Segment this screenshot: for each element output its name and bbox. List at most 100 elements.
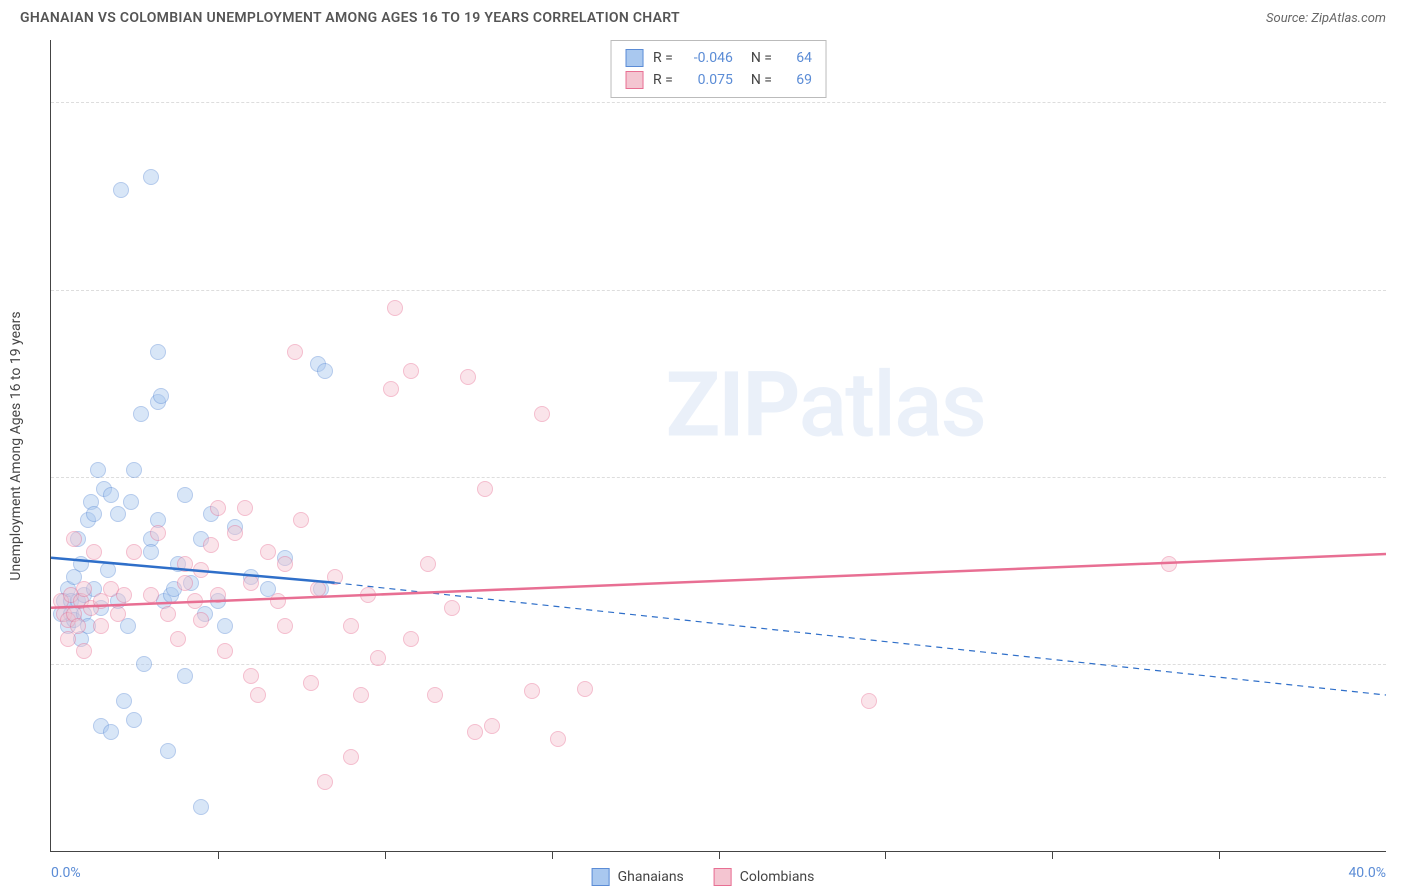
scatter-point [113,182,129,198]
scatter-point [143,169,159,185]
xtick [719,851,720,859]
scatter-point [270,593,286,609]
scatter-point [317,363,333,379]
scatter-point [227,525,243,541]
ytick-label: 60.0% [1391,94,1406,110]
legend-label: Colombians [740,869,815,885]
scatter-point [403,631,419,647]
scatter-point [524,683,540,699]
scatter-point [577,681,593,697]
scatter-point [460,369,476,385]
swatch-icon [592,868,610,886]
scatter-point [310,581,326,597]
scatter-point [100,562,116,578]
scatter-point [150,344,166,360]
scatter-point [861,693,877,709]
ytick-label: 45.0% [1391,282,1406,298]
scatter-point [534,406,550,422]
plot-area: 15.0%30.0%45.0%60.0% [51,40,1386,851]
scatter-point [160,606,176,622]
scatter-point [160,743,176,759]
legend-bottom: GhanaiansColombians [592,868,815,886]
scatter-point [353,687,369,703]
scatter-point [76,581,92,597]
xaxis-max-label: 40.0% [1348,865,1386,881]
scatter-point [110,506,126,522]
xtick [218,851,219,859]
swatch-icon [625,71,643,89]
scatter-point [86,506,102,522]
gridline [51,290,1386,291]
stats-legend-box: R =-0.046N =64R =0.075N =69 [610,40,827,98]
ytick-label: 30.0% [1391,469,1406,485]
swatch-icon [625,49,643,67]
scatter-point [550,731,566,747]
scatter-point [193,612,209,628]
scatter-point [73,556,89,572]
scatter-point [370,650,386,666]
xtick [385,851,386,859]
scatter-point [177,668,193,684]
scatter-point [126,544,142,560]
gridline [51,102,1386,103]
scatter-point [237,500,253,516]
scatter-point [86,544,102,560]
scatter-point [210,500,226,516]
scatter-point [203,537,219,553]
scatter-point [217,618,233,634]
stats-row: R =0.075N =69 [625,69,812,91]
scatter-point [484,718,500,734]
chart-container: Unemployment Among Ages 16 to 19 years 1… [50,40,1386,852]
scatter-point [187,593,203,609]
scatter-point [243,668,259,684]
scatter-point [126,712,142,728]
scatter-point [136,656,152,672]
xaxis-min-label: 0.0% [51,865,81,881]
scatter-point [427,687,443,703]
scatter-point [343,618,359,634]
scatter-point [76,643,92,659]
swatch-icon [714,868,732,886]
r-label: R = [653,50,673,66]
scatter-point [177,556,193,572]
scatter-point [120,618,136,634]
scatter-point [153,388,169,404]
chart-title: GHANAIAN VS COLOMBIAN UNEMPLOYMENT AMONG… [20,10,680,26]
legend-item: Colombians [714,868,815,886]
scatter-point [116,693,132,709]
source-label: Source: ZipAtlas.com [1266,11,1386,26]
xtick [1052,851,1053,859]
scatter-point [70,618,86,634]
xtick [552,851,553,859]
scatter-point [293,512,309,528]
yaxis-title: Unemployment Among Ages 16 to 19 years [8,311,24,580]
scatter-point [383,381,399,397]
scatter-point [250,687,266,703]
gridline [51,664,1386,665]
scatter-point [103,487,119,503]
xtick [885,851,886,859]
scatter-point [103,724,119,740]
scatter-point [303,675,319,691]
gridline [51,477,1386,478]
n-label: N = [751,50,772,66]
scatter-point [150,525,166,541]
r-label: R = [653,72,673,88]
scatter-point [327,569,343,585]
scatter-point [126,462,142,478]
scatter-point [193,562,209,578]
scatter-point [193,799,209,815]
scatter-point [170,631,186,647]
scatter-point [90,462,106,478]
scatter-point [243,575,259,591]
scatter-point [444,600,460,616]
scatter-point [343,749,359,765]
scatter-point [1161,556,1177,572]
scatter-point [260,544,276,560]
stats-row: R =-0.046N =64 [625,47,812,69]
scatter-point [477,481,493,497]
scatter-point [317,774,333,790]
scatter-point [110,606,126,622]
xtick [1219,851,1220,859]
r-value: -0.046 [683,50,733,66]
